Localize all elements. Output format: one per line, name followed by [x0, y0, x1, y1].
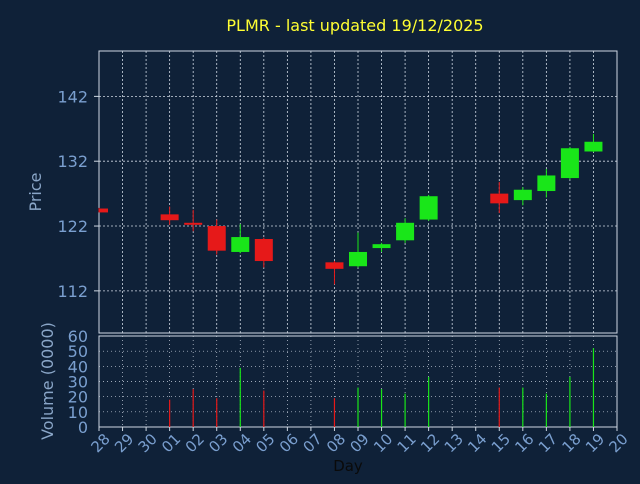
volume-tick-label: 30: [68, 373, 88, 392]
candle-body: [537, 175, 556, 192]
volume-tick-label: 60: [68, 327, 88, 346]
candle-08: [325, 261, 344, 285]
candle-body: [254, 239, 273, 262]
volume-tick-label: 0: [78, 418, 88, 437]
candle-body: [513, 189, 532, 201]
price-plot-frame: [98, 50, 618, 334]
candle-03: [207, 219, 226, 255]
candle-05: [254, 237, 273, 268]
candle-17: [537, 168, 556, 198]
volume-tick-label: 50: [68, 342, 88, 361]
volume-tick-label: 40: [68, 357, 88, 376]
candle-body: [372, 244, 391, 249]
candle-body: [349, 251, 367, 267]
candle-body: [396, 222, 415, 241]
candle-body: [490, 193, 509, 204]
candle-11: [396, 218, 415, 243]
candle-body: [231, 237, 250, 252]
candle-body: [99, 208, 108, 213]
candle-body: [419, 196, 438, 220]
price-tick-label: 112: [57, 282, 88, 301]
candle-body: [325, 262, 344, 269]
candle-body: [184, 222, 203, 225]
price-panel: 112 122 132 142: [57, 50, 618, 334]
candle-04: [231, 224, 250, 254]
volume-tick-label: 10: [68, 403, 88, 422]
price-tick-label: 142: [57, 87, 88, 106]
chart-title: PLMR - last updated 19/12/2025: [226, 16, 483, 35]
candle-body: [207, 226, 226, 251]
candle-15: [490, 181, 509, 214]
x-axis-label: Day: [333, 457, 363, 475]
candle-19: [584, 133, 603, 153]
candle-02: [184, 209, 203, 232]
candle-09: [349, 232, 367, 268]
volume-tick-label: 20: [68, 388, 88, 407]
price-axis-label: Price: [26, 172, 45, 211]
candle-body: [560, 148, 579, 179]
candle-16: [513, 187, 532, 206]
candle-12: [419, 194, 438, 221]
price-tick-label: 122: [57, 217, 88, 236]
candle-18: [560, 146, 579, 180]
candle-28: [98, 207, 108, 213]
volume-axis-label: Volume (0000): [38, 322, 57, 440]
candle-10: [372, 242, 391, 252]
candle-body: [160, 214, 179, 221]
candle-body: [584, 141, 603, 152]
candle-01: [160, 206, 179, 225]
price-tick-label: 132: [57, 152, 88, 171]
